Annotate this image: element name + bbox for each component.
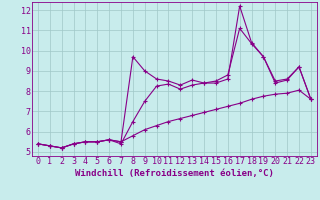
X-axis label: Windchill (Refroidissement éolien,°C): Windchill (Refroidissement éolien,°C) — [75, 169, 274, 178]
